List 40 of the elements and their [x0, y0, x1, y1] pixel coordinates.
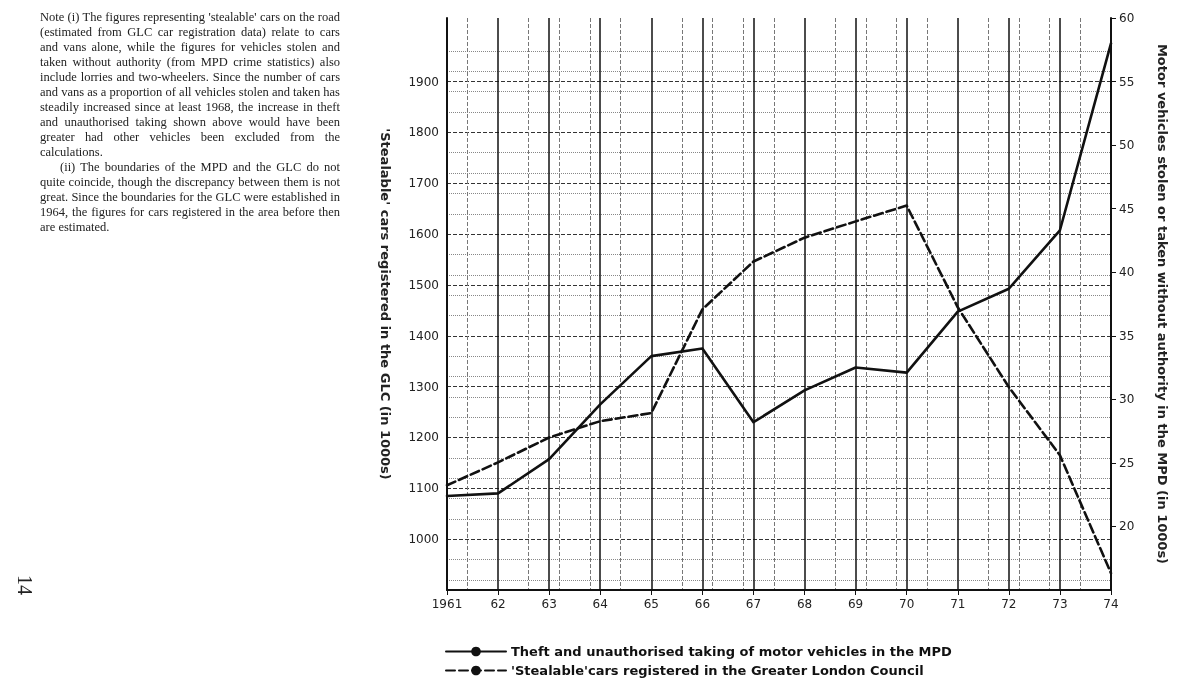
- y2-tick-label: 55: [1119, 74, 1135, 89]
- x-tick-label: 62: [490, 597, 506, 611]
- y2-tick-label: 50: [1119, 138, 1135, 153]
- y2-tick-label: 45: [1119, 201, 1135, 216]
- y-axis-title: 'Stealable' cars registered in the GLC (in 1000s): [378, 128, 393, 480]
- y-tick-label: 1400: [408, 328, 439, 343]
- x-tick-label: 64: [592, 597, 608, 611]
- y2-tick-label: 20: [1119, 519, 1135, 534]
- y-tick-label: 1200: [408, 430, 439, 445]
- y-tick-label: 1600: [408, 227, 439, 242]
- y-tick-label: 1100: [408, 481, 439, 496]
- y-tick-label: 1800: [408, 125, 439, 140]
- y-tick-label: 1300: [408, 379, 439, 394]
- y2-tick-label: 40: [1119, 265, 1135, 280]
- x-tick-label: 71: [950, 597, 966, 611]
- y2-tick-label: 30: [1119, 392, 1135, 407]
- y-tick-label: 1900: [408, 74, 439, 89]
- y2-tick-label: 35: [1119, 328, 1135, 343]
- x-tick-label: 68: [796, 597, 813, 611]
- y2-tick-label: 25: [1119, 455, 1135, 470]
- legend-label: Theft and unauthorised taking of motor vehicles in the MPD: [511, 644, 952, 659]
- x-tick-label: 65: [643, 597, 659, 611]
- x-tick-label: 63: [541, 597, 557, 611]
- x-tick-label: 72: [1001, 597, 1017, 611]
- text: Note (i) The figures representing 'stealable' cars on the road (estimated from GLC car registration data) relate to cars and vans alone, while the figures for vehicles stolen and taken without authority (from MPD crime statistics) also include lorries and two-wheelers. Since the number of cars and vans as a proportion of all vehicles stolen and taken has steadily increased since at least 1968, the increase in theft and unauthorised taking shown above would have been greater had other vehicles been excluded from the calculations.: [40, 10, 340, 159]
- x-tick-label: 74: [1103, 597, 1119, 611]
- x-tick-label: 70: [899, 597, 915, 611]
- x-tick-label: 67: [745, 597, 762, 611]
- y2-tick-label: 60: [1119, 11, 1135, 25]
- y-tick-label: 1700: [408, 176, 439, 191]
- y2-axis-title: Motor vehicles stolen or taken without authority in the MPD (in 1000s): [1155, 43, 1170, 565]
- x-tick-label: 1961: [431, 597, 463, 611]
- x-tick-label: 69: [847, 597, 864, 611]
- y-tick-label: 1500: [408, 277, 439, 292]
- x-tick-label: 73: [1052, 597, 1068, 611]
- text: (ii) The boundaries of the MPD and the GLC do not quite coincide, though the discrepancy between them is not great. Since the boundaries for the GLC were established in 1964, the figures for cars registered in the area before then are estimated.: [40, 160, 340, 235]
- x-tick-label: 66: [694, 597, 711, 611]
- y-tick-label: 1000: [408, 532, 439, 547]
- legend-label: 'Stealable'cars registered in the Greater London Council: [511, 663, 924, 678]
- text: 14: [13, 575, 36, 595]
